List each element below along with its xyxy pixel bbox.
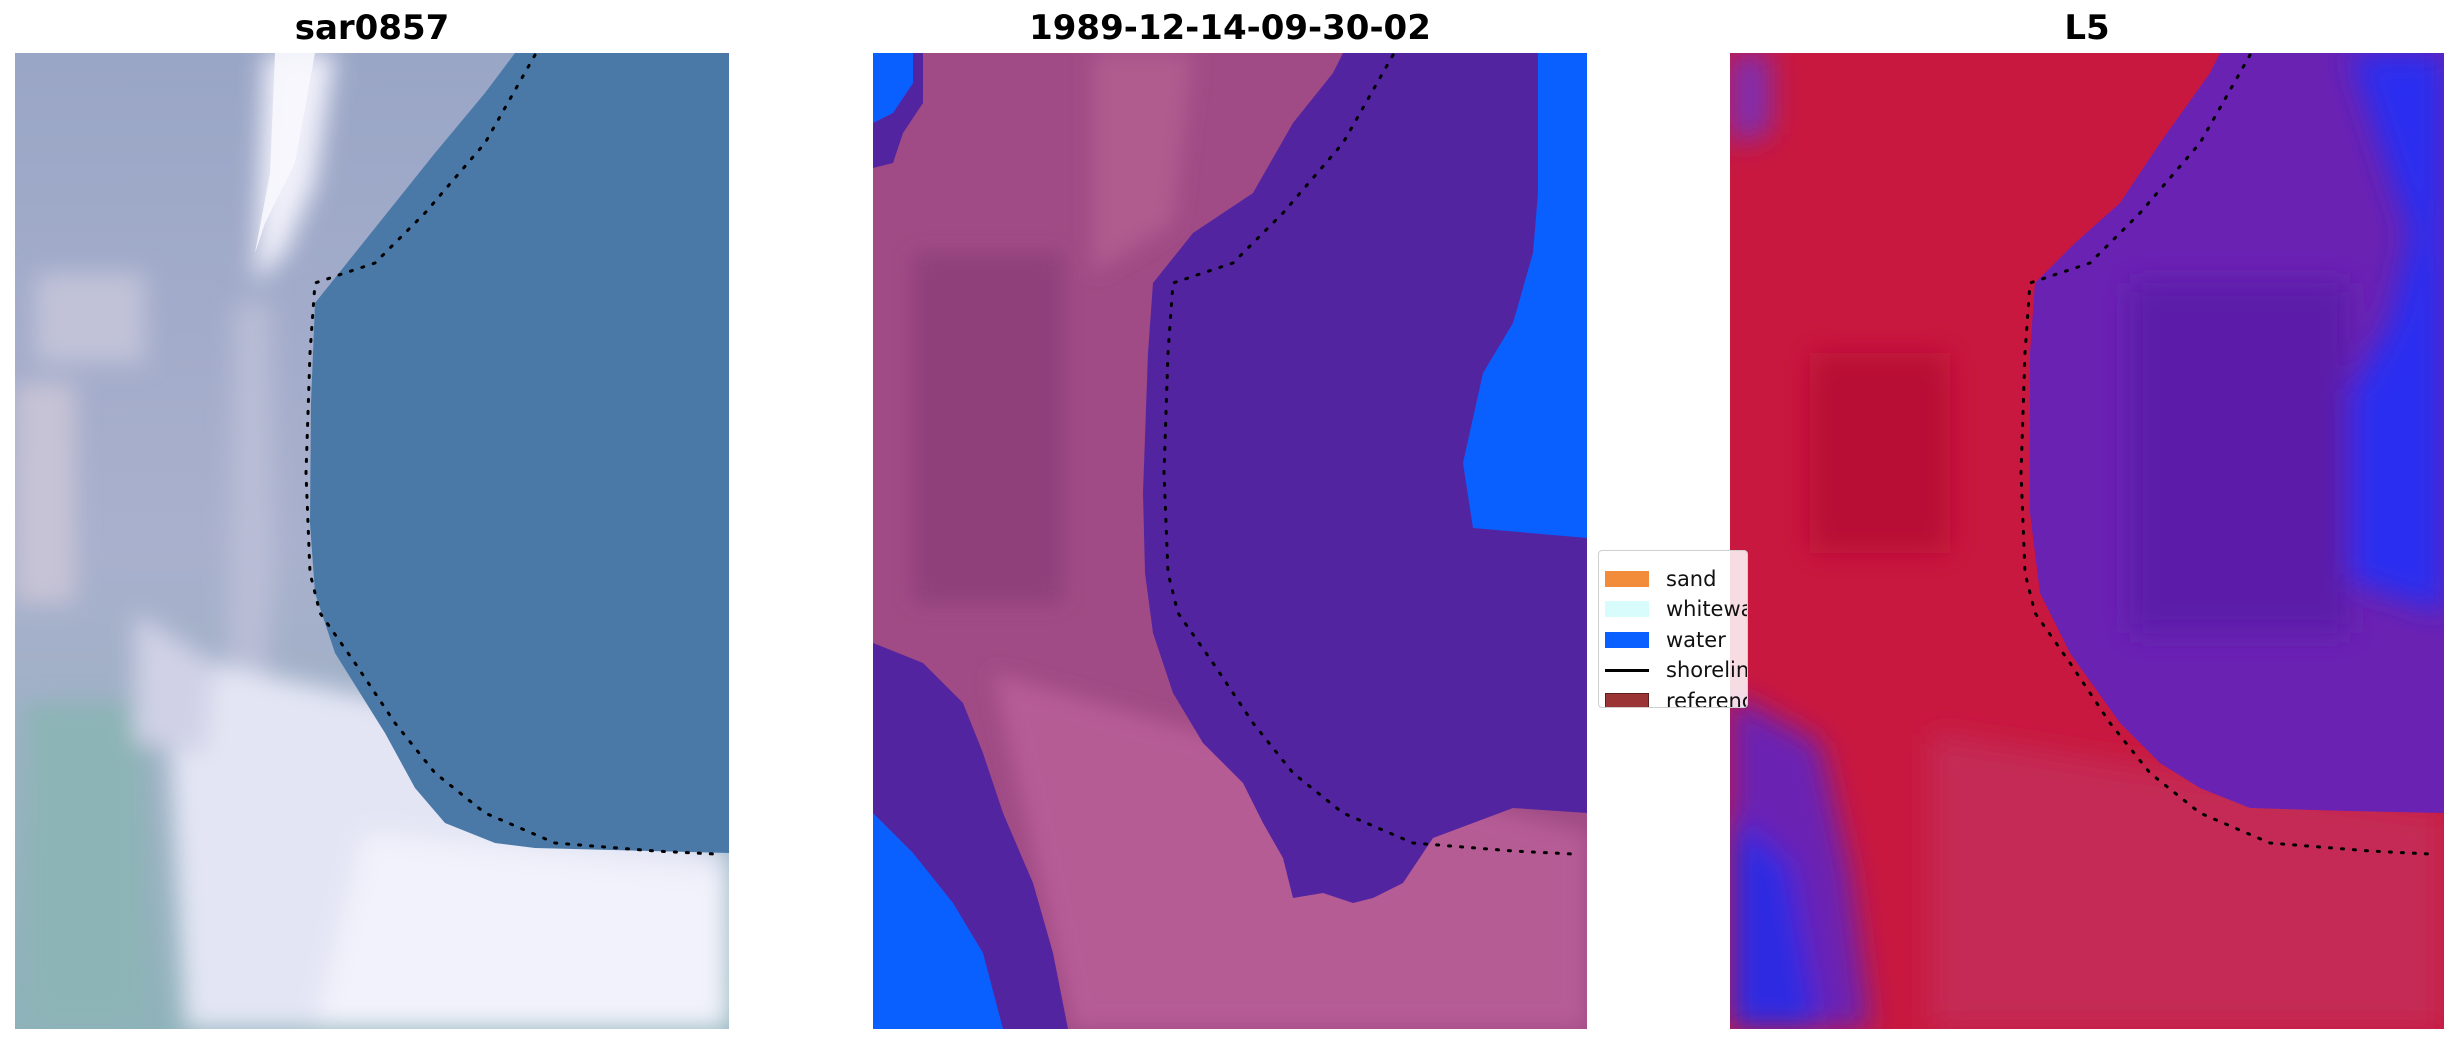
- legend-label: water: [1666, 628, 1726, 652]
- water-swatch: [1605, 632, 1649, 648]
- legend-item-sand: sand: [1605, 564, 1716, 594]
- legend-item-shoreline: shoreline: [1605, 655, 1748, 685]
- panel-title-index: L5: [2064, 8, 2110, 48]
- whitewater-swatch: [1605, 601, 1649, 617]
- rgb-image: [15, 53, 729, 1029]
- rgb-image-panel: [15, 53, 729, 1029]
- classified-image-panel: [873, 53, 1587, 1029]
- panel-title-classified: 1989-12-14-09-30-02: [1029, 8, 1431, 48]
- legend-item-water: water: [1605, 625, 1726, 655]
- legend-item-whitewater: whitewater: [1605, 594, 1747, 624]
- index-image-panel: [1730, 53, 2444, 1029]
- legend-label: reference shoreline: [1666, 689, 1747, 708]
- legend: sand whitewater water shoreline referenc…: [1598, 550, 1748, 708]
- panel-title-rgb: sar0857: [294, 8, 450, 48]
- legend-label: whitewater: [1666, 597, 1747, 621]
- legend-label: sand: [1666, 567, 1717, 591]
- sand-swatch: [1605, 571, 1649, 587]
- legend-item-reference-shoreline: reference shoreline: [1605, 686, 1747, 708]
- legend-label: shoreline: [1666, 658, 1748, 682]
- classified-image: [873, 53, 1587, 1029]
- index-image: [1730, 53, 2444, 1029]
- shoreline-line-icon: [1605, 668, 1649, 672]
- reference-shoreline-swatch: [1605, 693, 1649, 707]
